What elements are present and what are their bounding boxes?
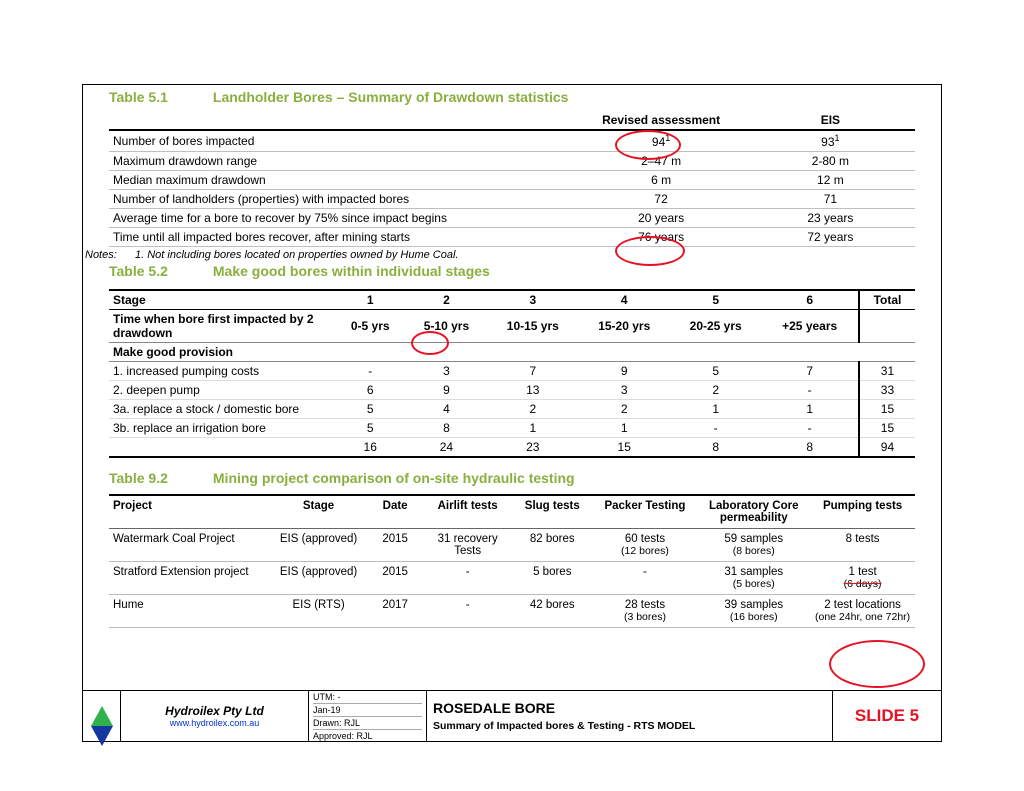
- table-row: Time until all impacted bores recover, a…: [109, 228, 915, 247]
- table92: Project Stage Date Airlift tests Slug te…: [109, 494, 915, 628]
- table51-title: Table 5.1 Landholder Bores – Summary of …: [109, 87, 915, 111]
- content-area: Table 5.1 Landholder Bores – Summary of …: [83, 85, 941, 628]
- table52-title: Table 5.2 Make good bores within individ…: [109, 261, 915, 285]
- title-cell: ROSEDALE BORE Summary of Impacted bores …: [427, 691, 833, 741]
- table-row: Watermark Coal ProjectEIS (approved)2015…: [109, 529, 915, 562]
- table-row: Number of bores impacted941931: [109, 130, 915, 152]
- meta-cell: UTM: - Jan-19 Drawn: RJL Approved: RJL: [309, 691, 427, 741]
- table-row: HumeEIS (RTS)2017-42 bores28 tests(3 bor…: [109, 595, 915, 628]
- table52-num: Table 5.2: [109, 263, 209, 279]
- table-row: 3a. replace a stock / domestic bore54221…: [109, 400, 915, 419]
- table51-text: Landholder Bores – Summary of Drawdown s…: [213, 89, 569, 105]
- table51: Revised assessment EIS Number of bores i…: [109, 111, 915, 247]
- table-row: 2. deepen pump691332-33: [109, 381, 915, 400]
- table51-num: Table 5.1: [109, 89, 209, 105]
- table52: Stage 1 2 3 4 5 6 Total Time when bore f…: [109, 289, 915, 458]
- t51-head-revised: Revised assessment: [576, 111, 745, 130]
- t51-head-eis: EIS: [746, 111, 915, 130]
- company-cell: Hydroilex Pty Ltd www.hydroilex.com.au: [121, 691, 309, 741]
- t51-notes: Notes: 1. Not including bores located on…: [109, 247, 915, 261]
- table92-title: Table 9.2 Mining project comparison of o…: [109, 468, 915, 492]
- table-row: Stratford Extension projectEIS (approved…: [109, 562, 915, 595]
- diamond-icon: [91, 706, 113, 726]
- logo-cell: [83, 691, 121, 741]
- table92-num: Table 9.2: [109, 470, 209, 486]
- table92-text: Mining project comparison of on-site hyd…: [213, 470, 575, 486]
- red-circle-annotation: [829, 640, 925, 688]
- table-row: Average time for a bore to recover by 75…: [109, 209, 915, 228]
- title-block: Hydroilex Pty Ltd www.hydroilex.com.au U…: [83, 690, 941, 741]
- table-row: Maximum drawdown range2–47 m2-80 m: [109, 152, 915, 171]
- table-row: Median maximum drawdown6 m12 m: [109, 171, 915, 190]
- slide-number: SLIDE 5: [833, 691, 941, 741]
- table-row: 3b. replace an irrigation bore5811--15: [109, 419, 915, 438]
- table52-text: Make good bores within individual stages: [213, 263, 490, 279]
- table-row: 1. increased pumping costs-3795731: [109, 362, 915, 381]
- page-frame: Table 5.1 Landholder Bores – Summary of …: [82, 84, 942, 742]
- table-row: Number of landholders (properties) with …: [109, 190, 915, 209]
